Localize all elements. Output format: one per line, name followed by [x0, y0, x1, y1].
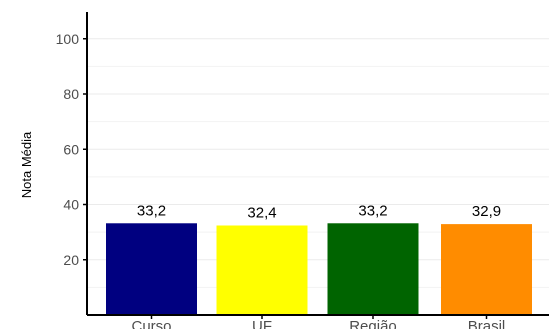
bar-brasil [441, 224, 532, 315]
bar-região [327, 223, 419, 315]
y-tick-label: 40 [63, 197, 79, 213]
x-tick-label: Região [349, 318, 397, 329]
value-labels: 33,2 32,4 33,2 32,9 [137, 202, 501, 221]
y-tick-label: 20 [63, 252, 79, 268]
x-ticks: Curso UF Região Brasil [131, 315, 506, 334]
axes [86, 12, 549, 316]
bar-uf [216, 225, 308, 315]
bars [106, 223, 532, 315]
x-tick-label: Brasil [468, 318, 506, 329]
y-tick-label: 80 [63, 86, 79, 102]
value-label: 33,2 [137, 202, 166, 219]
value-label: 32,9 [472, 203, 501, 220]
value-label: 32,4 [247, 204, 276, 221]
y-tick-label: 60 [63, 141, 79, 157]
y-axis-title: Nota Média [19, 131, 34, 198]
x-tick-label: UF [252, 318, 272, 329]
y-ticks: 20 40 60 80 100 [56, 31, 87, 268]
value-label: 33,2 [358, 202, 387, 219]
bar-curso [106, 223, 197, 315]
x-tick-label: Curso [131, 318, 171, 329]
y-tick-label: 100 [56, 31, 80, 47]
